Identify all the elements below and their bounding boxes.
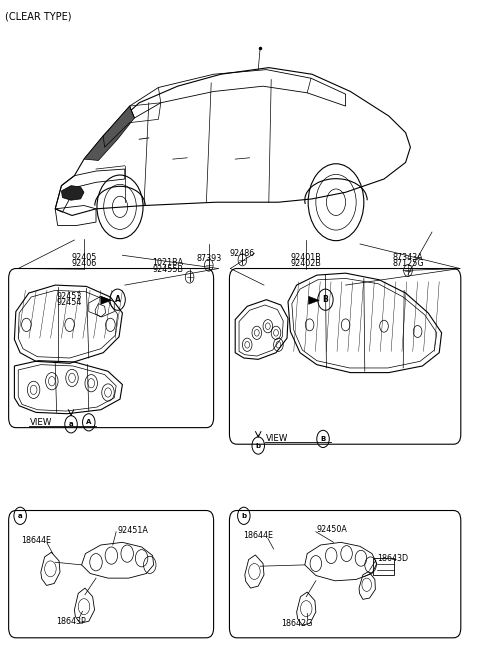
Polygon shape: [101, 296, 111, 304]
Text: 18643D: 18643D: [377, 554, 408, 563]
Text: 92402B: 92402B: [291, 259, 322, 269]
Text: b: b: [241, 512, 246, 519]
Text: 92453: 92453: [57, 292, 82, 301]
Text: B: B: [323, 295, 328, 304]
Text: 92455B: 92455B: [153, 265, 183, 274]
Text: b: b: [256, 442, 261, 449]
Text: 87393: 87393: [196, 254, 221, 263]
Text: 18642G: 18642G: [281, 619, 312, 628]
Polygon shape: [309, 296, 319, 304]
Text: 92405: 92405: [72, 253, 96, 262]
Text: 18644E: 18644E: [21, 536, 51, 545]
Text: 92454: 92454: [57, 298, 82, 308]
Text: 87125G: 87125G: [392, 259, 424, 269]
Text: B: B: [321, 436, 325, 442]
Text: VIEW: VIEW: [30, 418, 52, 427]
Text: A: A: [86, 419, 92, 426]
Polygon shape: [84, 106, 134, 160]
Text: 18644E: 18644E: [243, 531, 273, 540]
Text: a: a: [18, 512, 23, 519]
Text: 1021BA: 1021BA: [153, 258, 183, 267]
Text: A: A: [115, 295, 120, 304]
Text: 87343A: 87343A: [393, 253, 423, 262]
Text: 92486: 92486: [230, 249, 255, 258]
Text: VIEW: VIEW: [266, 434, 289, 444]
Polygon shape: [61, 186, 84, 200]
Text: a: a: [69, 421, 73, 428]
Text: 92406: 92406: [72, 259, 96, 269]
Text: 92450A: 92450A: [317, 524, 348, 534]
Text: (CLEAR TYPE): (CLEAR TYPE): [5, 11, 72, 22]
Text: 92401B: 92401B: [291, 253, 322, 262]
Text: 18643P: 18643P: [56, 617, 86, 627]
Text: 92451A: 92451A: [118, 526, 148, 535]
